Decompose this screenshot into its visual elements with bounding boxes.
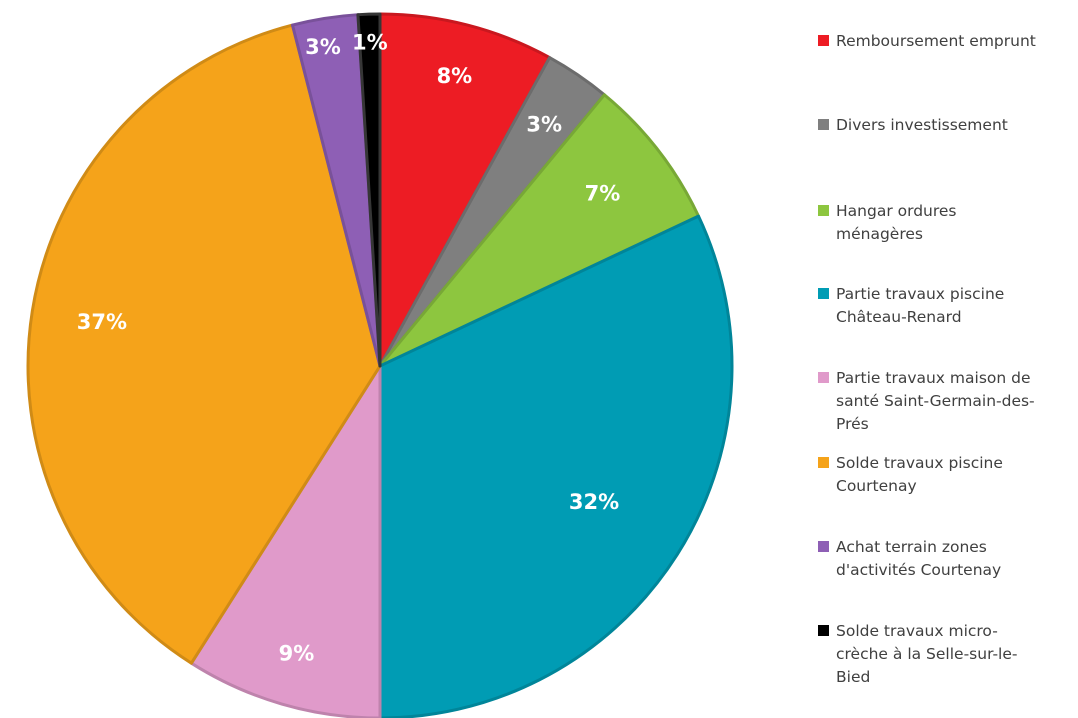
- pie-data-label-7: 1%: [352, 30, 388, 54]
- legend-swatch-2: [818, 205, 829, 216]
- legend-item-3: Partie travaux piscine Château-Renard: [818, 283, 1073, 329]
- pie-slice-5: [26, 23, 382, 665]
- legend-label-1: Divers investissement: [836, 116, 1008, 134]
- legend-item-6: Achat terrain zones d'activités Courtena…: [818, 536, 1073, 582]
- legend-label-3: Partie travaux piscine Château-Renard: [836, 285, 1005, 326]
- pie-slice-3: [378, 214, 734, 718]
- pie-data-label-2: 7%: [585, 181, 621, 205]
- pie-data-label-6: 3%: [305, 35, 341, 59]
- legend-item-5: Solde travaux piscine Courtenay: [818, 452, 1073, 498]
- legend-swatch-1: [818, 119, 829, 130]
- legend-swatch-0: [818, 35, 829, 46]
- pie-data-label-4: 9%: [279, 641, 315, 665]
- legend-label-4: Partie travaux maison de santé Saint-Ger…: [836, 369, 1035, 433]
- legend: Remboursement emprunt Divers investisseme…: [818, 0, 1073, 718]
- pie-data-label-5: 37%: [77, 310, 127, 334]
- legend-item-2: Hangar ordures ménagères: [818, 200, 1073, 246]
- legend-label-6: Achat terrain zones d'activités Courtena…: [836, 538, 1002, 579]
- legend-label-5: Solde travaux piscine Courtenay: [836, 454, 1003, 495]
- legend-label-7: Solde travaux micro- crèche à la Selle-s…: [836, 622, 1018, 686]
- pie-data-label-3: 32%: [569, 490, 619, 514]
- legend-swatch-3: [818, 288, 829, 299]
- pie-slice-7: [356, 12, 382, 368]
- legend-swatch-7: [818, 625, 829, 636]
- pie-slice-0: [378, 12, 552, 368]
- legend-swatch-4: [818, 372, 829, 383]
- legend-item-0: Remboursement emprunt: [818, 30, 1073, 53]
- pie-slice-2: [378, 93, 700, 368]
- legend-item-7: Solde travaux micro- crèche à la Selle-s…: [818, 620, 1073, 689]
- legend-label-2: Hangar ordures ménagères: [836, 202, 957, 243]
- pie-data-label-0: 8%: [437, 64, 473, 88]
- legend-swatch-6: [818, 541, 829, 552]
- legend-label-0: Remboursement emprunt: [836, 32, 1036, 50]
- legend-swatch-5: [818, 457, 829, 468]
- pie-data-label-1: 3%: [526, 112, 562, 136]
- legend-item-4: Partie travaux maison de santé Saint-Ger…: [818, 367, 1073, 436]
- legend-item-1: Divers investissement: [818, 114, 1073, 137]
- pie-plot-area: 8% 3% 7% 32% 9% 37% 3% 1%: [26, 12, 734, 718]
